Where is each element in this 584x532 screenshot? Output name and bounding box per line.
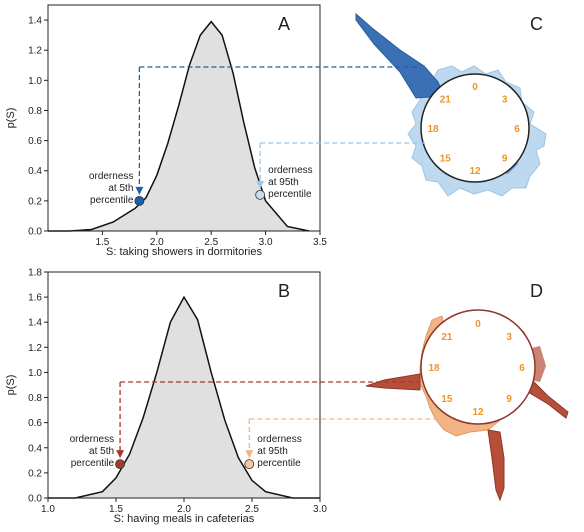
clock-hour-label: 18 (428, 363, 440, 374)
percentile-annotation-line: percentile (90, 195, 134, 206)
connector-arrowhead (116, 450, 125, 459)
x-tick-label: 3.5 (313, 237, 327, 248)
x-tick-label: 2.5 (245, 504, 259, 515)
y-tick-label: 0.4 (28, 166, 42, 177)
x-tick-label: 2.5 (204, 237, 218, 248)
y-tick-label: 1.0 (28, 368, 42, 379)
density-curve-b (48, 295, 320, 499)
clock-face-d (420, 309, 536, 425)
y-tick-label: 0.2 (28, 196, 42, 207)
y-axis-label-b: p(S) (5, 375, 17, 396)
percentile-annotation-line: orderness (268, 165, 312, 176)
percentile-annotation-line: percentile (268, 189, 312, 200)
x-tick-label: 1.5 (95, 237, 109, 248)
y-tick-label: 1.2 (28, 343, 42, 354)
percentile-point (244, 459, 255, 470)
clock-hour-label: 18 (427, 124, 439, 135)
clock-hour-label: 9 (506, 394, 512, 405)
y-tick-label: 0.0 (28, 494, 42, 505)
panel-label-a: A (278, 14, 290, 34)
clock-hour-label: 15 (441, 394, 453, 405)
clock-profile-dark-spike-c (355, 12, 445, 99)
y-tick-label: 0.6 (28, 136, 42, 147)
clock-hour-label: 6 (514, 124, 520, 135)
density-area-b (48, 297, 320, 498)
x-tick-label: 3.0 (313, 504, 327, 515)
x-axis-label-a: S: taking showers in dormitories (106, 246, 262, 258)
connector-arrowhead (256, 180, 265, 189)
panel-label-c: C (530, 14, 543, 34)
y-tick-label: 0.8 (28, 106, 42, 117)
clock-hour-label: 12 (472, 407, 484, 418)
clock-hour-label: 12 (469, 166, 481, 177)
clock-spike-east-d (527, 379, 569, 419)
y-tick-label: 1.0 (28, 76, 42, 87)
y-tick-label: 0.8 (28, 393, 42, 404)
panel-label-d: D (530, 281, 543, 301)
plot-frame-a (47, 4, 321, 232)
y-tick-label: 0.4 (28, 443, 42, 454)
x-tick-label: 3.0 (259, 237, 273, 248)
y-tick-label: 1.2 (28, 46, 42, 57)
y-tick-label: 1.4 (28, 16, 42, 27)
clock-spike-south-d (487, 429, 505, 502)
y-tick-label: 1.8 (28, 268, 42, 279)
percentile-annotation-line: at 5th (89, 446, 114, 457)
y-tick-label: 0.0 (28, 227, 42, 238)
y-tick-label: 1.6 (28, 293, 42, 304)
y-axis-a: 0.0 0.2 0.4 0.6 0.8 1.0 1.2 1.4 (28, 16, 48, 238)
percentile-annotation-line: at 5th (108, 183, 133, 194)
clock-hour-label: 3 (502, 94, 508, 105)
percentile-annotation-line: percentile (71, 458, 115, 469)
x-tick-label: 2.0 (150, 237, 164, 248)
percentile-point (255, 189, 266, 200)
panel-label-b: B (278, 281, 290, 301)
percentile-annotation-line: orderness (257, 434, 301, 445)
percentile-point (134, 195, 145, 206)
y-tick-label: 1.4 (28, 318, 42, 329)
x-tick-label: 1.0 (41, 504, 55, 515)
percentile-annotation-line: at 95th (268, 177, 299, 188)
percentile-annotation-line: orderness (89, 171, 133, 182)
density-area-a (48, 21, 310, 231)
connector-arrowhead (135, 186, 144, 195)
percentile-annotation-line: orderness (70, 434, 114, 445)
clock-hour-label: 0 (475, 319, 481, 330)
panel-c-clock: 0 3 6 9 12 15 18 21 C (355, 12, 547, 197)
density-curve-a (48, 20, 310, 232)
clock-hour-label: 0 (472, 82, 478, 93)
clock-hour-label: 15 (440, 154, 452, 165)
clock-hour-label: 9 (502, 154, 508, 165)
connector-arrowhead (245, 450, 254, 459)
connectors (116, 66, 440, 459)
percentile-annotation-line: at 95th (257, 446, 288, 457)
x-axis-label-b: S: having meals in cafeterias (114, 513, 255, 525)
y-tick-label: 0.2 (28, 468, 42, 479)
clock-hours-c: 0 3 6 9 12 15 18 21 (427, 82, 520, 177)
y-tick-label: 0.6 (28, 418, 42, 429)
panel-d-clock: 0 3 6 9 12 15 18 21 D (365, 281, 569, 502)
x-axis-a: 1.5 2.0 2.5 3.0 3.5 (95, 231, 327, 248)
clock-hour-label: 21 (441, 332, 453, 343)
percentile-annotation-line: percentile (257, 458, 301, 469)
clock-hours-d: 0 3 6 9 12 15 18 21 (428, 319, 525, 418)
panel-a-chart: 1.5 2.0 2.5 3.0 3.5 0.0 0.2 0.4 0.6 0.8 1.0 1.2 1.4… (5, 4, 327, 258)
percentile-point (115, 459, 125, 470)
x-tick-label: 2.0 (177, 504, 191, 515)
y-axis-b: 0.0 0.2 0.4 0.6 0.8 1.0 1.2 1.4 1.6 1.8 (28, 268, 48, 505)
clock-hour-label: 6 (519, 363, 525, 374)
y-axis-label-a: p(S) (5, 108, 17, 129)
clock-hour-label: 21 (440, 94, 452, 105)
clock-hour-label: 3 (506, 332, 512, 343)
panel-b-chart: 1.0 1.5 2.0 2.5 3.0 0.0 0.2 0.4 0.6 0.8 1.0 1.2 1.4… (5, 268, 327, 526)
x-axis-b: 1.0 1.5 2.0 2.5 3.0 (41, 498, 327, 515)
clock-face-c (420, 73, 530, 183)
x-tick-label: 1.5 (109, 504, 123, 515)
